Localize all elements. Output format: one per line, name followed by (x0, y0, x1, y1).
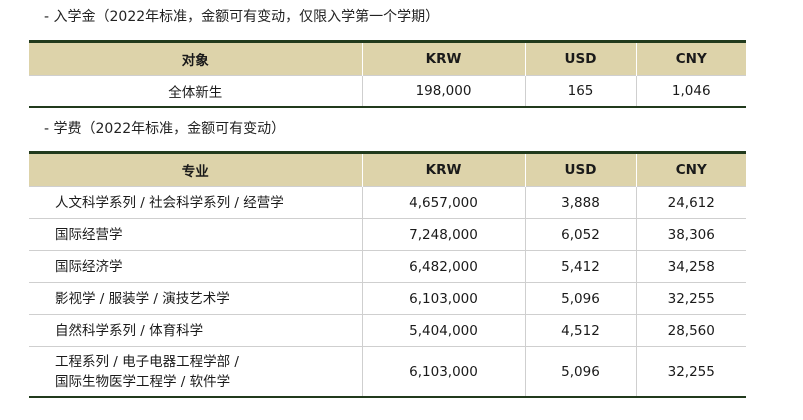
krw-cell: 5,404,000 (361, 314, 525, 347)
cny-cell: 38,306 (635, 218, 746, 251)
major-line: 自然科学系列 / 体育科学 (55, 322, 204, 339)
krw-cell: 6,103,000 (361, 346, 525, 398)
usd-cell: 165 (524, 75, 636, 108)
usd-cell: 5,412 (524, 250, 636, 283)
table-row: 全体新生 198,000 165 1,046 (29, 75, 746, 108)
table-row: 国际经营学 7,248,000 6,052 38,306 (29, 218, 746, 251)
usd-cell: 5,096 (524, 282, 636, 315)
usd-cell: 3,888 (524, 186, 636, 219)
usd-cell: 5,096 (524, 346, 636, 398)
header-krw: KRW (361, 41, 525, 76)
table-row: 自然科学系列 / 体育科学 5,404,000 4,512 28,560 (29, 314, 746, 347)
major-line: 国际经济学 (55, 258, 123, 275)
krw-cell: 6,482,000 (361, 250, 525, 283)
major-cell: 人文科学系列 / 社会科学系列 / 经营学 (29, 186, 362, 219)
cny-cell: 24,612 (635, 186, 746, 219)
major-line: 工程系列 / 电子电器工程学部 / (55, 353, 239, 370)
target-cell: 全体新生 (29, 75, 362, 108)
header-usd: USD (524, 41, 636, 76)
tuition-fee-title: - 学费（2022年标准，金额可有变动） (44, 121, 286, 137)
cny-cell: 34,258 (635, 250, 746, 283)
krw-cell: 198,000 (361, 75, 525, 108)
major-cell: 国际经济学 (29, 250, 362, 283)
header-usd: USD (524, 152, 636, 187)
major-cell: 自然科学系列 / 体育科学 (29, 314, 362, 347)
major-cell: 工程系列 / 电子电器工程学部 / 国际生物医学工程学 / 软件学 (29, 346, 362, 398)
tuition-fee-table: 专业 KRW USD CNY 人文科学系列 / 社会科学系列 / 经营学 4,6… (29, 151, 746, 398)
usd-cell: 4,512 (524, 314, 636, 347)
header-cny: CNY (635, 41, 746, 76)
major-line: 国际生物医学工程学 / 软件学 (55, 373, 231, 390)
entrance-fee-title: - 入学金（2022年标准，金额可有变动，仅限入学第一个学期） (44, 9, 440, 25)
header-krw: KRW (361, 152, 525, 187)
cny-cell: 1,046 (635, 75, 746, 108)
major-line: 影视学 / 服装学 / 演技艺术学 (55, 290, 230, 307)
cny-cell: 32,255 (635, 282, 746, 315)
tuition-header-row: 专业 KRW USD CNY (29, 152, 746, 187)
entrance-header-row: 对象 KRW USD CNY (29, 41, 746, 76)
header-cny: CNY (635, 152, 746, 187)
major-line: 国际经营学 (55, 226, 123, 243)
cny-cell: 28,560 (635, 314, 746, 347)
krw-cell: 6,103,000 (361, 282, 525, 315)
table-row: 人文科学系列 / 社会科学系列 / 经营学 4,657,000 3,888 24… (29, 186, 746, 219)
table-row: 国际经济学 6,482,000 5,412 34,258 (29, 250, 746, 283)
table-row: 工程系列 / 电子电器工程学部 / 国际生物医学工程学 / 软件学 6,103,… (29, 346, 746, 398)
krw-cell: 4,657,000 (361, 186, 525, 219)
header-target: 对象 (29, 41, 362, 76)
major-cell: 国际经营学 (29, 218, 362, 251)
major-cell: 影视学 / 服装学 / 演技艺术学 (29, 282, 362, 315)
cny-cell: 32,255 (635, 346, 746, 398)
table-row: 影视学 / 服装学 / 演技艺术学 6,103,000 5,096 32,255 (29, 282, 746, 315)
header-major: 专业 (29, 152, 362, 187)
usd-cell: 6,052 (524, 218, 636, 251)
major-line: 人文科学系列 / 社会科学系列 / 经营学 (55, 194, 284, 211)
krw-cell: 7,248,000 (361, 218, 525, 251)
entrance-fee-table: 对象 KRW USD CNY 全体新生 198,000 165 1,046 (29, 40, 746, 108)
